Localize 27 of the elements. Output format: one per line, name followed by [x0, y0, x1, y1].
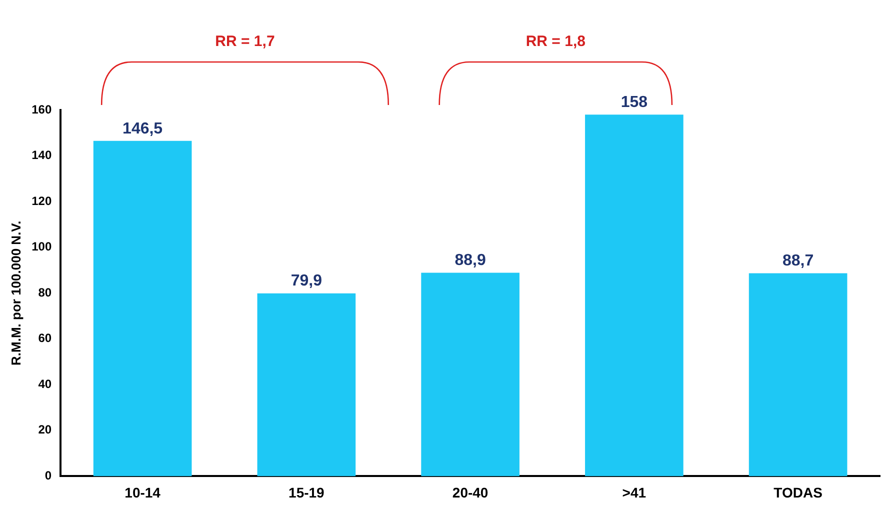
bar [421, 272, 520, 476]
y-tick-label: 0 [44, 468, 52, 483]
x-tick-label: TODAS [774, 484, 822, 500]
bar [93, 140, 192, 476]
y-tick-label: 40 [38, 376, 52, 391]
x-tick-label: 15-19 [288, 484, 325, 500]
x-tick-label: 20-40 [452, 484, 488, 500]
text: RR = 1,8 [526, 33, 586, 50]
y-tick-label: 160 [32, 102, 52, 116]
text: RR = 1,7 [215, 33, 275, 50]
data-label: 158 [620, 94, 648, 111]
x-tick-label: >41 [622, 484, 646, 500]
data-label: 79,9 [290, 272, 322, 290]
data-label: 88,7 [782, 252, 814, 270]
y-tick-label: 100 [32, 240, 52, 254]
y-tick-label: 20 [38, 422, 52, 437]
data-label: 88,9 [454, 252, 486, 270]
bar [257, 293, 356, 476]
bar [748, 273, 848, 476]
bar [585, 114, 684, 476]
y-axis-title: R.M.M. por 100.000 N.V. [8, 220, 24, 366]
data-label: 146,5 [122, 120, 163, 138]
y-tick-label: 120 [32, 194, 52, 208]
x-tick-label: 10-14 [124, 484, 161, 500]
y-tick-label: 60 [38, 331, 52, 346]
y-tick-label: 140 [32, 148, 52, 162]
y-tick-label: 80 [38, 285, 52, 300]
